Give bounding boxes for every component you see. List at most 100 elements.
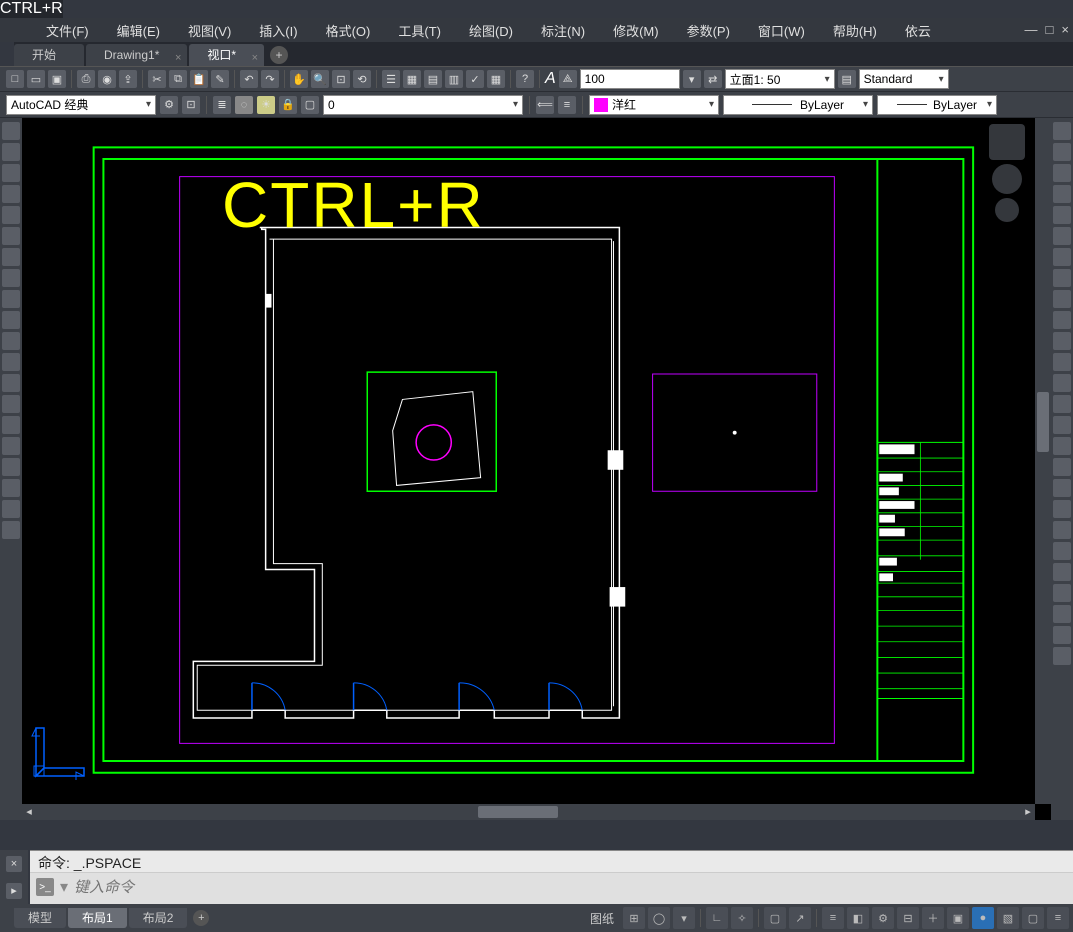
pan-nav-icon[interactable] [995,198,1019,222]
purge-icon[interactable] [1053,647,1071,665]
menu-item[interactable]: 帮助(H) [827,19,883,42]
viewcube-icon[interactable] [989,124,1025,160]
edit-icon[interactable] [1053,500,1071,518]
tab-add-button[interactable]: + [270,46,288,64]
snap-menu-icon[interactable]: ▾ [673,907,695,929]
preview-icon[interactable]: ◉ [98,70,116,88]
layout-tab[interactable]: 布局2 [129,908,188,928]
workspace-lock-icon[interactable]: ⊡ [182,96,200,114]
insert-icon[interactable] [2,479,20,497]
line-icon[interactable] [2,122,20,140]
mirror-icon[interactable] [1053,164,1071,182]
array-icon[interactable] [1053,206,1071,224]
color-dropdown[interactable]: 洋红 [589,95,719,115]
layer-off-icon[interactable]: ◌ [235,96,253,114]
paste-icon[interactable]: 📋 [190,70,208,88]
props-icon[interactable]: ☰ [382,70,400,88]
markup-icon[interactable]: ✓ [466,70,484,88]
block-icon[interactable] [2,458,20,476]
layout-tab[interactable]: 布局1 [68,908,127,928]
rect-icon[interactable] [2,206,20,224]
point-icon[interactable] [2,332,20,350]
rotate-icon[interactable] [1053,248,1071,266]
offset-icon[interactable] [1053,185,1071,203]
ray-icon[interactable] [2,416,20,434]
isolate-icon[interactable]: ● [972,907,994,929]
text-icon[interactable] [2,269,20,287]
menu-item[interactable]: 修改(M) [607,19,665,42]
add-scale-icon[interactable]: ＋ [922,907,944,929]
circle-icon[interactable] [2,164,20,182]
sc-toggle-icon[interactable]: ⊟ [897,907,919,929]
menu-item[interactable]: 视图(V) [182,19,237,42]
command-prompt-icon[interactable]: >_ [36,878,54,896]
menu-item[interactable]: 编辑(E) [111,19,166,42]
props-icon[interactable] [1053,521,1071,539]
scale-icon[interactable] [1053,269,1071,287]
design-center-icon[interactable]: ▦ [403,70,421,88]
menu-item[interactable]: 参数(P) [681,19,736,42]
transp-toggle-icon[interactable]: ◧ [847,907,869,929]
menu-item[interactable]: 标注(N) [535,19,591,42]
text-style-icon[interactable]: ▤ [838,70,856,88]
annotation-scale-input[interactable] [580,69,680,89]
close-button[interactable]: × [1059,22,1071,37]
layer-manager-icon[interactable]: ≣ [213,96,231,114]
pan-icon[interactable]: ✋ [290,70,308,88]
copy-icon[interactable]: ⧉ [169,70,187,88]
elevation-dropdown[interactable]: 立面1: 50 [725,69,835,89]
cut-icon[interactable]: ✂ [148,70,166,88]
hatch-icon[interactable] [2,248,20,266]
trim-icon[interactable] [1053,311,1071,329]
publish-icon[interactable]: ⇪ [119,70,137,88]
menu-item[interactable]: 依云 [899,19,937,42]
workspace-dropdown[interactable]: AutoCAD 经典 [6,95,156,115]
cmd-history-icon[interactable]: × [6,856,22,872]
layer-lock-icon[interactable]: 🔒 [279,96,297,114]
undo-icon[interactable]: ↶ [240,70,258,88]
pline-icon[interactable] [2,143,20,161]
ellipse-icon[interactable] [2,227,20,245]
vertical-scrollbar[interactable] [1035,118,1051,804]
menu-item[interactable]: 插入(I) [253,19,303,42]
menu-item[interactable]: 文件(F) [40,19,95,42]
area-icon[interactable] [2,500,20,518]
linetype-dropdown[interactable]: ByLayer [723,95,873,115]
menu-item[interactable]: 工具(T) [392,19,447,42]
join-icon[interactable] [1053,374,1071,392]
copy-icon[interactable] [1053,143,1071,161]
workspace-settings-icon[interactable]: ⚙ [160,96,178,114]
draworder-icon[interactable] [1053,542,1071,560]
lengthen-icon[interactable] [1053,479,1071,497]
clean-screen-icon[interactable]: ▢ [1022,907,1044,929]
horizontal-scrollbar[interactable]: ◂ ▸ [22,804,1035,820]
hardware-accel-icon[interactable]: ▧ [997,907,1019,929]
drawing-canvas[interactable]: CTRL+R ◂ ▸ [22,118,1051,820]
menu-item[interactable]: 绘图(D) [463,19,519,42]
polar-toggle-icon[interactable]: ✧ [731,907,753,929]
mtext-icon[interactable] [2,437,20,455]
save-icon[interactable]: ▣ [48,70,66,88]
scrollbar-thumb[interactable] [478,806,558,818]
layer-states-icon[interactable]: ≡ [558,96,576,114]
region-icon[interactable] [2,353,20,371]
help-icon[interactable]: ? [516,70,534,88]
layout-tab[interactable]: 模型 [14,908,66,928]
minimize-button[interactable]: — [1023,22,1040,37]
grid-toggle-icon[interactable]: ⊞ [623,907,645,929]
xline-icon[interactable] [2,395,20,413]
scroll-left-icon[interactable]: ◂ [22,805,36,819]
anno-toggle-icon[interactable]: ▣ [947,907,969,929]
new-icon[interactable]: □ [6,70,24,88]
chamfer-icon[interactable] [1053,395,1071,413]
zoom-icon[interactable]: 🔍 [311,70,329,88]
scroll-right-icon[interactable]: ▸ [1021,805,1035,819]
document-tab[interactable]: 开始 [14,44,84,66]
zoom-window-icon[interactable]: ⊡ [332,70,350,88]
spline-icon[interactable] [2,374,20,392]
move-icon[interactable] [1053,227,1071,245]
stretch-icon[interactable] [1053,290,1071,308]
paper-model-toggle[interactable]: 图纸 [584,910,620,927]
open-icon[interactable]: ▭ [27,70,45,88]
print-icon[interactable]: ⎙ [77,70,95,88]
